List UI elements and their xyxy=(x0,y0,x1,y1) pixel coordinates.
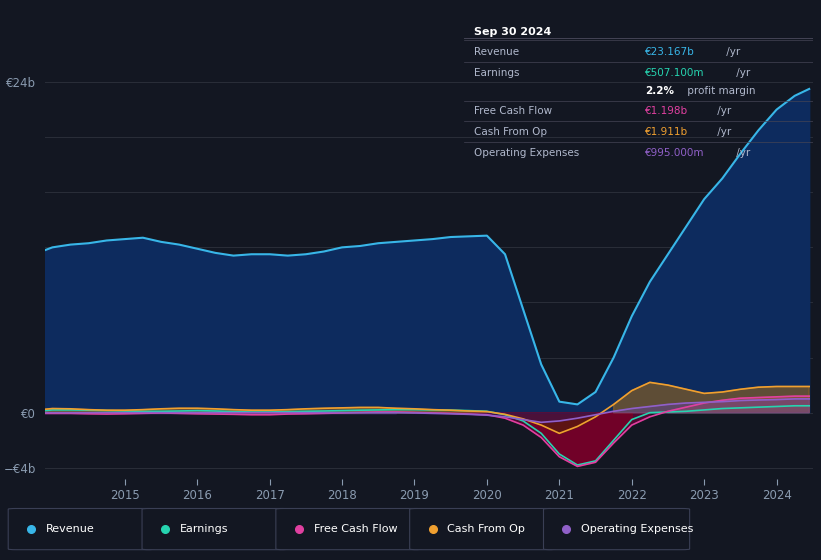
FancyBboxPatch shape xyxy=(410,508,556,550)
Text: /yr: /yr xyxy=(733,68,750,78)
FancyBboxPatch shape xyxy=(142,508,288,550)
Text: Free Cash Flow: Free Cash Flow xyxy=(314,524,397,534)
Text: €23.167b: €23.167b xyxy=(645,48,695,58)
Text: Operating Expenses: Operating Expenses xyxy=(475,148,580,158)
FancyBboxPatch shape xyxy=(276,508,422,550)
Text: Earnings: Earnings xyxy=(180,524,228,534)
Text: €1.198b: €1.198b xyxy=(645,106,689,116)
Text: /yr: /yr xyxy=(713,106,731,116)
Text: /yr: /yr xyxy=(713,127,731,137)
Text: Free Cash Flow: Free Cash Flow xyxy=(475,106,553,116)
Text: Sep 30 2024: Sep 30 2024 xyxy=(475,27,552,37)
Text: Earnings: Earnings xyxy=(475,68,520,78)
FancyBboxPatch shape xyxy=(544,508,690,550)
Text: /yr: /yr xyxy=(723,48,741,58)
Text: Revenue: Revenue xyxy=(475,48,520,58)
Text: Revenue: Revenue xyxy=(46,524,94,534)
Text: €1.911b: €1.911b xyxy=(645,127,689,137)
Text: €995.000m: €995.000m xyxy=(645,148,704,158)
Text: profit margin: profit margin xyxy=(685,86,756,96)
Text: 2.2%: 2.2% xyxy=(645,86,674,96)
Text: Operating Expenses: Operating Expenses xyxy=(581,524,694,534)
Text: Cash From Op: Cash From Op xyxy=(447,524,525,534)
Text: €507.100m: €507.100m xyxy=(645,68,704,78)
Text: Cash From Op: Cash From Op xyxy=(475,127,548,137)
Text: /yr: /yr xyxy=(733,148,750,158)
FancyBboxPatch shape xyxy=(8,508,154,550)
